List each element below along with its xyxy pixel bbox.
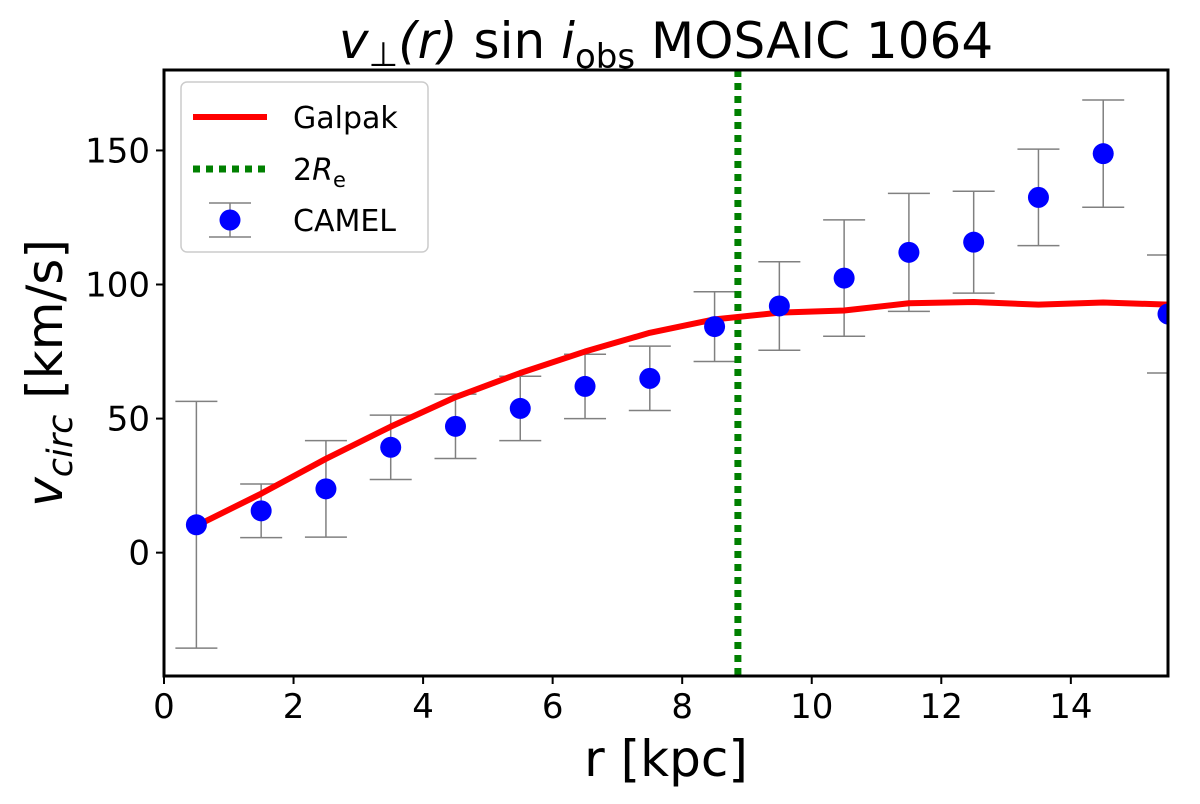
y-axis-label: vcirc [km/s] (16, 239, 81, 507)
x-tick-label: 8 (671, 687, 693, 727)
camel-point (380, 436, 402, 458)
x-tick-label: 6 (542, 687, 564, 727)
y-tick-label: 50 (107, 400, 150, 440)
galpak-line (195, 298, 1168, 529)
x-tick-label: 4 (412, 687, 434, 727)
legend-camel-marker (219, 209, 241, 231)
camel-point (898, 241, 920, 263)
legend: Galpak 2Re CAMEL (180, 81, 429, 253)
camel-point (639, 367, 661, 389)
legend-camel-label: CAMEL (293, 204, 396, 239)
legend-galpak-label: Galpak (293, 101, 398, 136)
camel-point (185, 514, 207, 536)
camel-point (1092, 143, 1114, 165)
camel-point (704, 316, 726, 338)
x-axis-label: r [kpc] (584, 730, 748, 788)
chart-title: v⊥(r) sin iobs MOSAIC 1064 (339, 12, 993, 77)
camel-point (963, 231, 985, 253)
x-tick-label: 12 (920, 687, 963, 727)
title-text: v⊥(r) sin iobs MOSAIC 1064 (339, 12, 993, 77)
camel-point (833, 267, 855, 289)
x-tick-label: 10 (790, 687, 833, 727)
legend-box (180, 81, 429, 253)
plot-area (175, 70, 1168, 676)
camel-point (574, 375, 596, 397)
x-tick-label: 14 (1049, 687, 1092, 727)
camel-point (250, 500, 272, 522)
y-tick-label: 150 (85, 131, 150, 171)
y-tick-label: 0 (128, 534, 150, 574)
axis-ticks: 0 2 4 6 8 10 12 14 0 50 100 150 (85, 131, 1092, 727)
camel-point (315, 478, 337, 500)
camel-point (768, 295, 790, 317)
x-tick-label: 0 (153, 687, 175, 727)
y-label-text: vcirc [km/s] (16, 239, 81, 507)
camel-point (1027, 186, 1049, 208)
camel-point (1157, 303, 1168, 325)
camel-point (509, 397, 531, 419)
camel-point (444, 415, 466, 437)
plot-frame (162, 68, 1170, 678)
x-tick-label: 2 (283, 687, 305, 727)
y-tick-label: 100 (85, 266, 150, 306)
camel-errorbar (1147, 254, 1168, 374)
legend-2re-label: 2Re (293, 153, 346, 192)
